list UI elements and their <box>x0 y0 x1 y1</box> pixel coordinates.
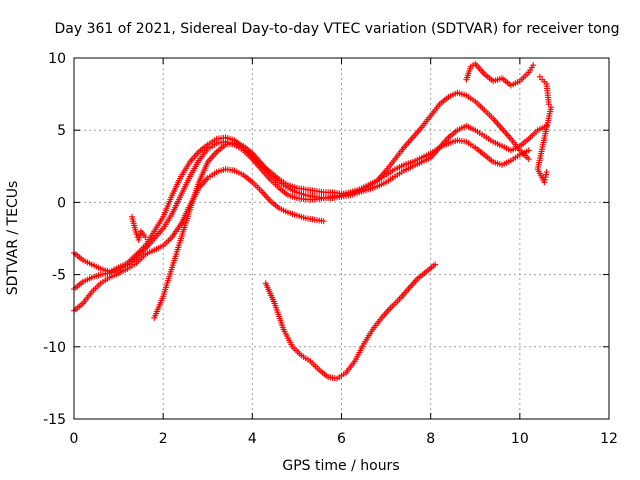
y-tick-label: -5 <box>52 268 66 284</box>
y-tick-label: 5 <box>57 123 66 139</box>
series-arc5 <box>262 261 439 382</box>
y-axis-label: SDTVAR / TECUs <box>5 181 21 296</box>
data-point <box>320 218 327 225</box>
chart-title: Day 361 of 2021, Sidereal Day-to-day VTE… <box>54 21 619 37</box>
x-axis-label: GPS time / hours <box>282 458 399 474</box>
data-point <box>133 231 140 238</box>
ticks: 0 2 4 6 8 10 12 -15 -10 -5 0 5 10 <box>43 51 618 447</box>
series-arc8 <box>128 213 149 243</box>
data-point <box>530 62 537 69</box>
y-tick-label: 10 <box>48 51 66 67</box>
x-tick-label: 6 <box>337 431 346 447</box>
y-tick-label: -10 <box>43 340 66 356</box>
series-arc4 <box>151 122 550 321</box>
series-arc1 <box>71 89 532 275</box>
series-arc6 <box>463 60 537 89</box>
data-point <box>525 147 532 154</box>
plot-frame <box>73 57 610 420</box>
data-point <box>432 261 439 268</box>
x-tick-label: 8 <box>426 431 435 447</box>
plot-area <box>71 60 555 382</box>
x-tick-label: 10 <box>511 431 529 447</box>
x-tick-label: 12 <box>600 431 618 447</box>
x-tick-label: 4 <box>248 431 257 447</box>
data-point <box>543 169 550 176</box>
x-tick-label: 0 <box>70 431 79 447</box>
data-point <box>525 156 532 163</box>
series-arc7 <box>534 73 555 186</box>
y-tick-label: -15 <box>43 412 66 428</box>
data-point <box>142 234 149 241</box>
x-tick-label: 2 <box>159 431 168 447</box>
y-tick-label: 0 <box>57 195 66 211</box>
